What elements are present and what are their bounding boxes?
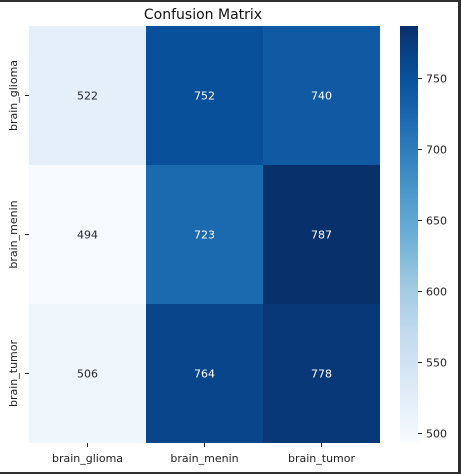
frame-edge-bottom: [0, 472, 461, 474]
heatmap-cell: [146, 304, 263, 443]
y-tick-label: brain_menin: [7, 200, 20, 268]
heatmap-cell-label: 522: [77, 90, 98, 103]
heatmap-cell: [263, 26, 380, 165]
heatmap-cell: [29, 26, 146, 165]
colorbar-ticks: 500 550 600 650 700 750: [418, 73, 447, 440]
x-tick-label: brain_menin: [170, 452, 238, 465]
heatmap-cell: [29, 304, 146, 443]
heatmap-cell-label: 764: [194, 368, 215, 381]
x-tick-label: brain_glioma: [52, 452, 123, 465]
colorbar-tick-label: 550: [426, 356, 447, 369]
colorbar-tick-label: 750: [426, 73, 447, 86]
y-axis: brain_glioma brain_menin brain_tumor: [7, 60, 29, 407]
heatmap-cell: [263, 304, 380, 443]
heatmap-cell-label: 723: [194, 229, 215, 242]
heatmap-cell: [263, 165, 380, 304]
x-axis: brain_glioma brain_menin brain_tumor: [52, 443, 356, 465]
heatmap-cell: [146, 165, 263, 304]
x-tick-label: brain_tumor: [288, 452, 356, 465]
chart-title: Confusion Matrix: [144, 7, 262, 23]
colorbar-tick-label: 650: [426, 215, 447, 228]
heatmap-cell: [29, 165, 146, 304]
frame-edge-right: [458, 0, 461, 474]
heatmap-cell-label: 494: [77, 229, 98, 242]
heatmap-cell-label: 752: [194, 90, 215, 103]
colorbar-tick-label: 600: [426, 286, 447, 299]
heatmap-cell-label: 506: [77, 368, 98, 381]
colorbar-tick-label: 700: [426, 144, 447, 157]
heatmap-cell: [146, 26, 263, 165]
colorbar-gradient: [400, 26, 418, 442]
heatmap-cell-label: 778: [311, 368, 332, 381]
heatmap-cell-labels: 522 752 740 494 723 787 506 764 778: [77, 90, 332, 381]
colorbar: 500 550 600 650 700 750: [400, 26, 447, 442]
frame-edge-top: [0, 0, 461, 2]
colorbar-tick-label: 500: [426, 427, 447, 440]
y-tick-label: brain_glioma: [7, 60, 20, 131]
y-tick-label: brain_tumor: [7, 340, 20, 408]
heatmap-cell-label: 740: [311, 90, 332, 103]
heatmap-cell-label: 787: [311, 229, 332, 242]
heatmap-cells: [29, 26, 380, 443]
